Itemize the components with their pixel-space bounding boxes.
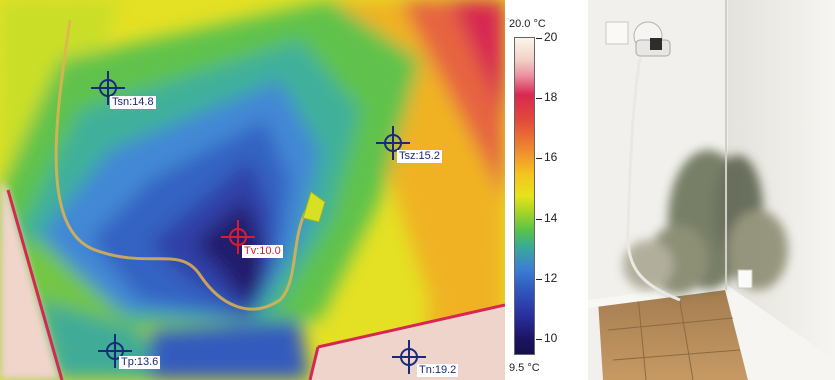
color-scale-bar <box>514 37 535 355</box>
scale-tick-label: 10 <box>544 331 558 345</box>
temperature-scale: 20.0 °C 20 18 16 14 12 10 9.5 °C <box>505 0 583 380</box>
scale-tick-label: 20 <box>544 30 558 44</box>
crosshair-marker-icon <box>376 126 410 160</box>
scale-tick <box>536 219 542 220</box>
scale-tick <box>536 339 542 340</box>
crosshair-marker-icon <box>221 220 255 254</box>
room-photo-svg <box>588 0 835 380</box>
scale-tick <box>536 279 542 280</box>
crosshair-marker-icon <box>91 71 125 105</box>
scale-tick <box>536 98 542 99</box>
room-photo <box>588 0 835 380</box>
scale-tick <box>536 158 542 159</box>
marker-label-tp: Tp:13.6 <box>119 356 161 369</box>
marker-label-tsn: Tsn:14.8 <box>110 96 156 109</box>
thermal-image: Tsn:14.8 Tsz:15.2 Tv:10.0 Tp:13.6 Tn:19.… <box>0 0 505 380</box>
marker-label-tsz: Tsz:15.2 <box>397 150 442 163</box>
scale-tick <box>536 38 542 39</box>
scale-tick-label: 16 <box>544 150 558 164</box>
scale-tick-label: 14 <box>544 211 558 225</box>
crosshair-marker-icon <box>392 340 426 374</box>
scale-min-label: 9.5 °C <box>509 362 540 374</box>
marker-label-tv: Tv:10.0 <box>242 245 283 258</box>
scale-max-label: 20.0 °C <box>509 18 546 30</box>
crosshair-marker-icon <box>98 334 132 368</box>
thermal-image-svg <box>0 0 505 380</box>
scale-tick-label: 18 <box>544 90 558 104</box>
marker-label-tn: Tn:19.2 <box>417 364 459 377</box>
scale-tick-label: 12 <box>544 271 558 285</box>
